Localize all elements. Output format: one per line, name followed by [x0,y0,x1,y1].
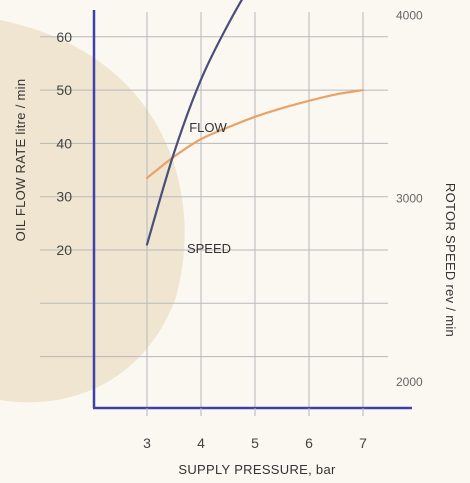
y-left-tick-label-20: 20 [56,242,72,258]
y-left-tick-label-60: 60 [56,29,72,45]
axis-titles: SUPPLY PRESSURE, bar OIL FLOW RATE litre… [13,79,458,477]
y-left-tick-label-40: 40 [56,135,72,151]
speed-line [145,0,243,246]
y-left-tick-label-30: 30 [56,189,72,205]
y-right-tick-label-2000: 2000 [396,375,423,389]
x-tick-label-7: 7 [359,435,367,451]
series-group: FLOW SPEED [145,0,365,256]
background-shape [0,20,185,403]
x-tick-label-4: 4 [197,435,205,451]
y-left-axis-title: OIL FLOW RATE litre / min [13,79,28,242]
x-tick-label-6: 6 [305,435,313,451]
y-right-tick-label-4000: 4000 [396,8,423,22]
x-tick-label-3: 3 [143,435,151,451]
speed-label: SPEED [187,241,231,256]
x-axis-title: SUPPLY PRESSURE, bar [178,462,336,477]
y-right-axis-title: ROTOR SPEED rev / min [443,183,458,337]
flow-label: FLOW [189,120,227,135]
flow-line [145,89,365,180]
axes [92,10,412,410]
y-right-tick-label-3000: 3000 [396,192,423,206]
grid [40,12,388,408]
x-tick-label-5: 5 [251,435,259,451]
y-left-tick-label-50: 50 [56,82,72,98]
tick-labels: 3456720304050602000300040005000 [56,8,423,451]
